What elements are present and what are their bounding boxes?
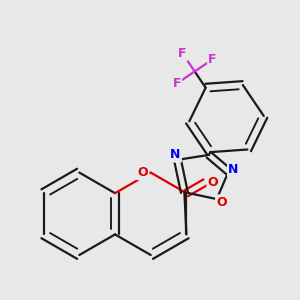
Text: N: N	[228, 163, 239, 176]
Text: F: F	[208, 53, 217, 66]
Text: F: F	[178, 47, 187, 60]
Text: N: N	[170, 148, 181, 161]
Text: O: O	[208, 176, 218, 189]
Text: F: F	[172, 77, 181, 90]
Text: O: O	[216, 196, 227, 208]
Text: O: O	[138, 166, 148, 179]
